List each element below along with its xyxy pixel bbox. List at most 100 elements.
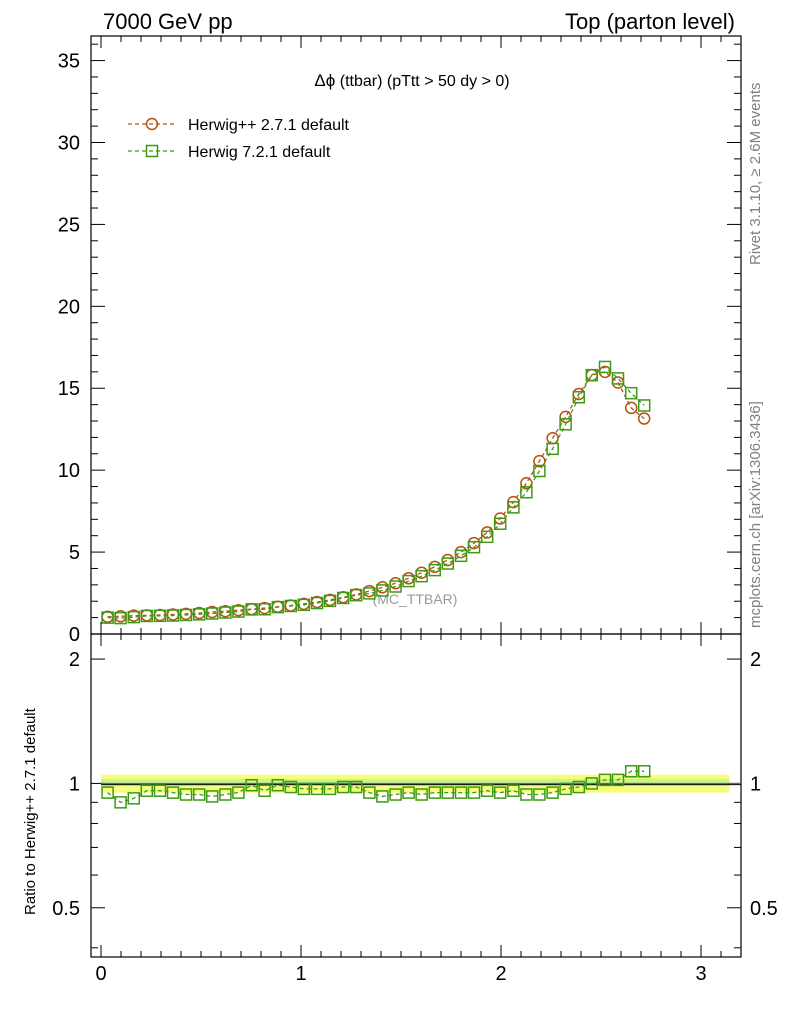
ratio-y-tick-label-left: 0.5 [52, 898, 80, 920]
herwig7-data-point [271, 600, 285, 614]
ratio-y-tick-label-left: 1 [69, 773, 80, 795]
series-line-herwigpp [107, 371, 645, 618]
ratio-herwig7-data-point [153, 784, 167, 797]
main-y-tick-label: 5 [69, 542, 80, 564]
ratio-herwig7-data-point [271, 778, 285, 792]
ratio-herwig7-data-point [389, 788, 402, 801]
x-tick-label: 1 [295, 963, 306, 985]
ratio-herwig7-data-point [284, 780, 298, 794]
ratio-herwig7-data-point [192, 788, 206, 801]
herwigpp-data-point [624, 401, 638, 415]
ratio-herwig7-data-point [336, 780, 350, 794]
ratio-herwig7-data-point [140, 784, 154, 797]
herwig7-data-point [402, 574, 415, 588]
herwig7-data-point [520, 486, 533, 499]
ratio-plot-frame [90, 633, 742, 958]
ratio-herwig7-data-point [611, 773, 625, 787]
herwig7-data-point [363, 587, 376, 600]
rivet-version-label: Rivet 3.1.10, ≥ 2.6M events [747, 83, 764, 266]
main-plot-panel: 0 5 10 15 20 25 30 35 [58, 35, 742, 646]
ratio-herwig7-data-point [245, 778, 258, 792]
ratio-y-tick-label-right: 2 [750, 649, 761, 671]
herwig7-data-point [428, 563, 442, 577]
herwig7-data-point [585, 368, 599, 382]
legend-marker-herwig7 [145, 144, 159, 158]
ratio-y-tick-label-right: 1 [750, 773, 761, 795]
ratio-herwig7-data-point [559, 782, 572, 796]
ratio-y-axis-label: Ratio to Herwig++ 2.7.1 default [22, 707, 39, 915]
ratio-herwig7-data-point [480, 784, 494, 797]
herwig7-data-point [637, 399, 651, 412]
ratio-herwig7-data-point [454, 786, 468, 799]
herwig7-data-point [376, 584, 389, 597]
x-tick-label: 0 [95, 963, 106, 985]
ratio-uncertainty-band-inner [101, 778, 730, 787]
x-tick-label: 3 [695, 963, 706, 985]
analysis-watermark: (MC_TTBAR) [373, 591, 458, 607]
legend-entry-herwigpp: Herwig++ 2.7.1 default [128, 117, 350, 134]
herwig7-data-point [114, 611, 127, 625]
series-line-herwig7 [107, 366, 645, 619]
mcplots-reference-label: mcplots.cern.ch [arXiv:1306.3436] [747, 401, 764, 628]
herwig7-data-point [349, 588, 363, 602]
ratio-herwig7-data-point [572, 780, 586, 794]
legend-label-herwig7: Herwig 7.2.1 default [188, 144, 331, 161]
ratio-herwig7-data-point [349, 780, 363, 794]
herwig7-data-point [480, 530, 494, 544]
legend-label-herwigpp: Herwig++ 2.7.1 default [188, 117, 350, 134]
legend-marker-herwigpp [145, 117, 159, 131]
herwig7-data-point [624, 386, 638, 400]
herwig7-data-point [598, 360, 612, 374]
ratio-herwig7-data-point [166, 786, 180, 799]
ratio-herwig7-data-point [114, 796, 127, 809]
herwigpp-data-point [441, 553, 455, 567]
ratio-y-tick-label-right: 0.5 [750, 898, 778, 920]
ratio-herwig7-data-point [323, 782, 337, 796]
ratio-herwig7-data-point [219, 788, 232, 801]
ratio-herwig7-data-point [533, 788, 546, 801]
herwig7-data-point [415, 569, 428, 583]
ratio-herwig7-data-point [546, 786, 559, 799]
ratio-herwig7-data-point [310, 782, 324, 796]
herwig7-data-point [153, 609, 167, 623]
herwig7-data-point [323, 594, 337, 608]
main-y-tick-label: 15 [58, 378, 80, 400]
herwig7-data-point [179, 608, 193, 622]
ratio-herwig7-data-point [441, 786, 455, 799]
ratio-herwig7-data-point [598, 773, 612, 787]
ratio-herwig7-data-point [520, 788, 533, 801]
ratio-herwig7-data-point [127, 792, 141, 805]
herwig7-data-point [258, 603, 271, 616]
main-y-tick-label: 20 [58, 296, 80, 318]
ratio-herwig7-data-point [585, 777, 599, 790]
herwigpp-data-point [637, 412, 651, 425]
herwig7-data-point [192, 608, 206, 621]
ratio-herwig7-data-point [179, 788, 193, 801]
ratio-herwig7-data-point [507, 784, 520, 797]
herwig7-data-point [389, 580, 402, 593]
ratio-herwig7-data-point [428, 786, 442, 799]
ratio-herwig7-data-point [467, 786, 481, 799]
herwig7-data-point [611, 372, 625, 385]
ratio-herwig7-data-point [297, 782, 311, 796]
herwig7-data-point [441, 557, 455, 570]
main-y-tick-label: 30 [58, 132, 80, 154]
herwig7-data-point [166, 609, 180, 622]
herwig7-data-point [140, 609, 154, 623]
x-axis-tick-labels: 0 1 2 3 [95, 963, 706, 985]
legend: Herwig++ 2.7.1 default Herwig 7.2.1 defa… [128, 117, 350, 161]
main-y-tick-label: 10 [58, 460, 80, 482]
ratio-herwig7-data-point [363, 786, 376, 799]
ratio-herwig7-data-point [624, 765, 638, 778]
ratio-herwig7-data-point [493, 786, 507, 799]
header-left-label: 7000 GeV pp [103, 9, 233, 34]
plot-title: Δϕ (ttbar) (pTtt > 50 dy > 0) [314, 71, 509, 90]
herwigpp-data-point [559, 410, 572, 424]
ratio-plot-panel: 0.5 0.5 1 1 2 2 [52, 633, 778, 958]
plot-title-text: (ttbar) (pTtt > 50 dy > 0) [335, 73, 509, 90]
ratio-herwig7-data-point [415, 788, 428, 801]
herwig7-data-point [507, 501, 520, 514]
herwig7-data-point [559, 418, 572, 431]
herwig7-data-point [127, 610, 141, 624]
herwig7-data-point [297, 598, 311, 612]
